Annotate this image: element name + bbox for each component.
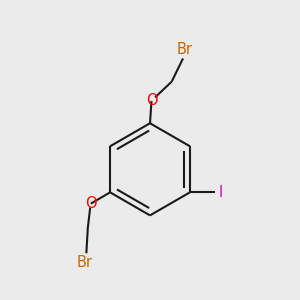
Text: O: O bbox=[146, 94, 157, 109]
Text: I: I bbox=[218, 185, 223, 200]
Text: O: O bbox=[85, 196, 97, 211]
Text: Br: Br bbox=[77, 255, 93, 270]
Text: Br: Br bbox=[176, 42, 193, 57]
